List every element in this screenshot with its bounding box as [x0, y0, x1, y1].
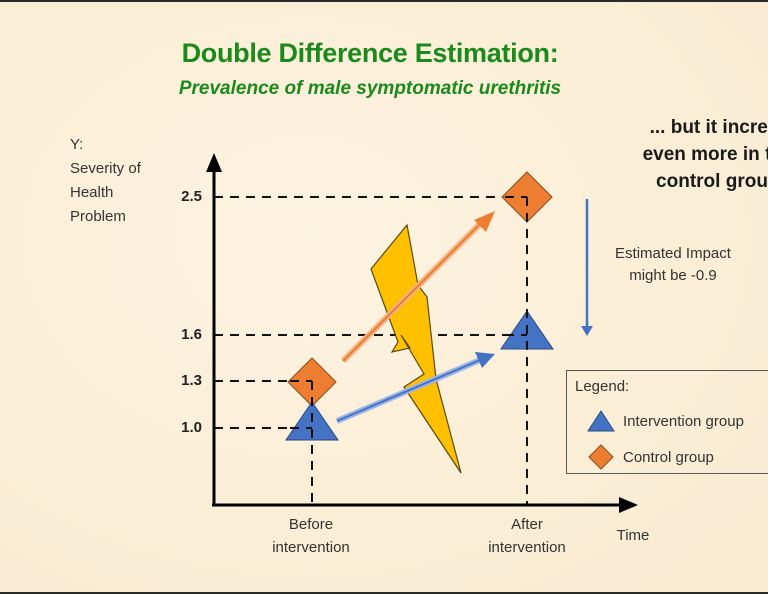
slide-title: Double Difference Estimation: [181, 38, 559, 68]
intervention-trend-arrow [335, 352, 495, 424]
y-tick-1-0: 1.0 [181, 419, 202, 436]
y-axis-label: Y: Severity of Health Problem [70, 133, 141, 229]
impact-annotation: Estimated Impact might be -0.9 [598, 243, 748, 287]
lightning-bolt-shape [370, 223, 462, 474]
control-trend-arrow [340, 211, 495, 364]
impact-line: Estimated Impact [615, 245, 731, 262]
legend-title: Legend: [575, 378, 630, 395]
impact-arrow [581, 199, 593, 336]
callout-line-1: ... but it increa [649, 117, 768, 138]
legend-item-control: Control group [623, 449, 714, 466]
callout-line-2: even more in t [642, 144, 768, 165]
y-tick-2-5: 2.5 [181, 188, 202, 205]
y-label-line: Severity of [70, 160, 141, 177]
x-axis-label: Time [616, 527, 650, 544]
x-tick-after: After intervention [467, 513, 587, 559]
x-axis-arrowhead-icon [619, 497, 638, 513]
x-tick-before: Before intervention [251, 513, 371, 559]
slide-subtitle: Prevalence of male symptomatic urethriti… [178, 78, 562, 99]
x-tick-line: intervention [488, 539, 566, 556]
impact-line: might be -0.9 [629, 267, 717, 284]
callout-line-3: control grou [656, 171, 768, 192]
y-label-line: Health [70, 184, 114, 201]
x-tick-line: intervention [272, 539, 350, 556]
triangle-icon [587, 410, 615, 432]
y-tick-1-3: 1.3 [181, 372, 202, 389]
legend-item-intervention: Intervention group [623, 413, 744, 430]
bottom-border [0, 592, 768, 594]
callout-text: ... but it increa even more in t control… [604, 114, 768, 195]
axes [206, 153, 638, 513]
y-axis-arrowhead-icon [206, 153, 222, 172]
dashed-guides [214, 196, 528, 505]
y-tick-1-6: 1.6 [181, 326, 202, 343]
top-border [0, 0, 768, 2]
x-tick-line: Before [288, 516, 334, 533]
legend: Legend: Intervention group Control group [566, 370, 768, 474]
diamond-icon [588, 444, 614, 470]
x-tick-line: After [511, 516, 543, 533]
dashed-guides-overlay [290, 196, 528, 440]
y-label-line: Y: [70, 136, 84, 153]
y-label-line: Problem [70, 208, 126, 225]
